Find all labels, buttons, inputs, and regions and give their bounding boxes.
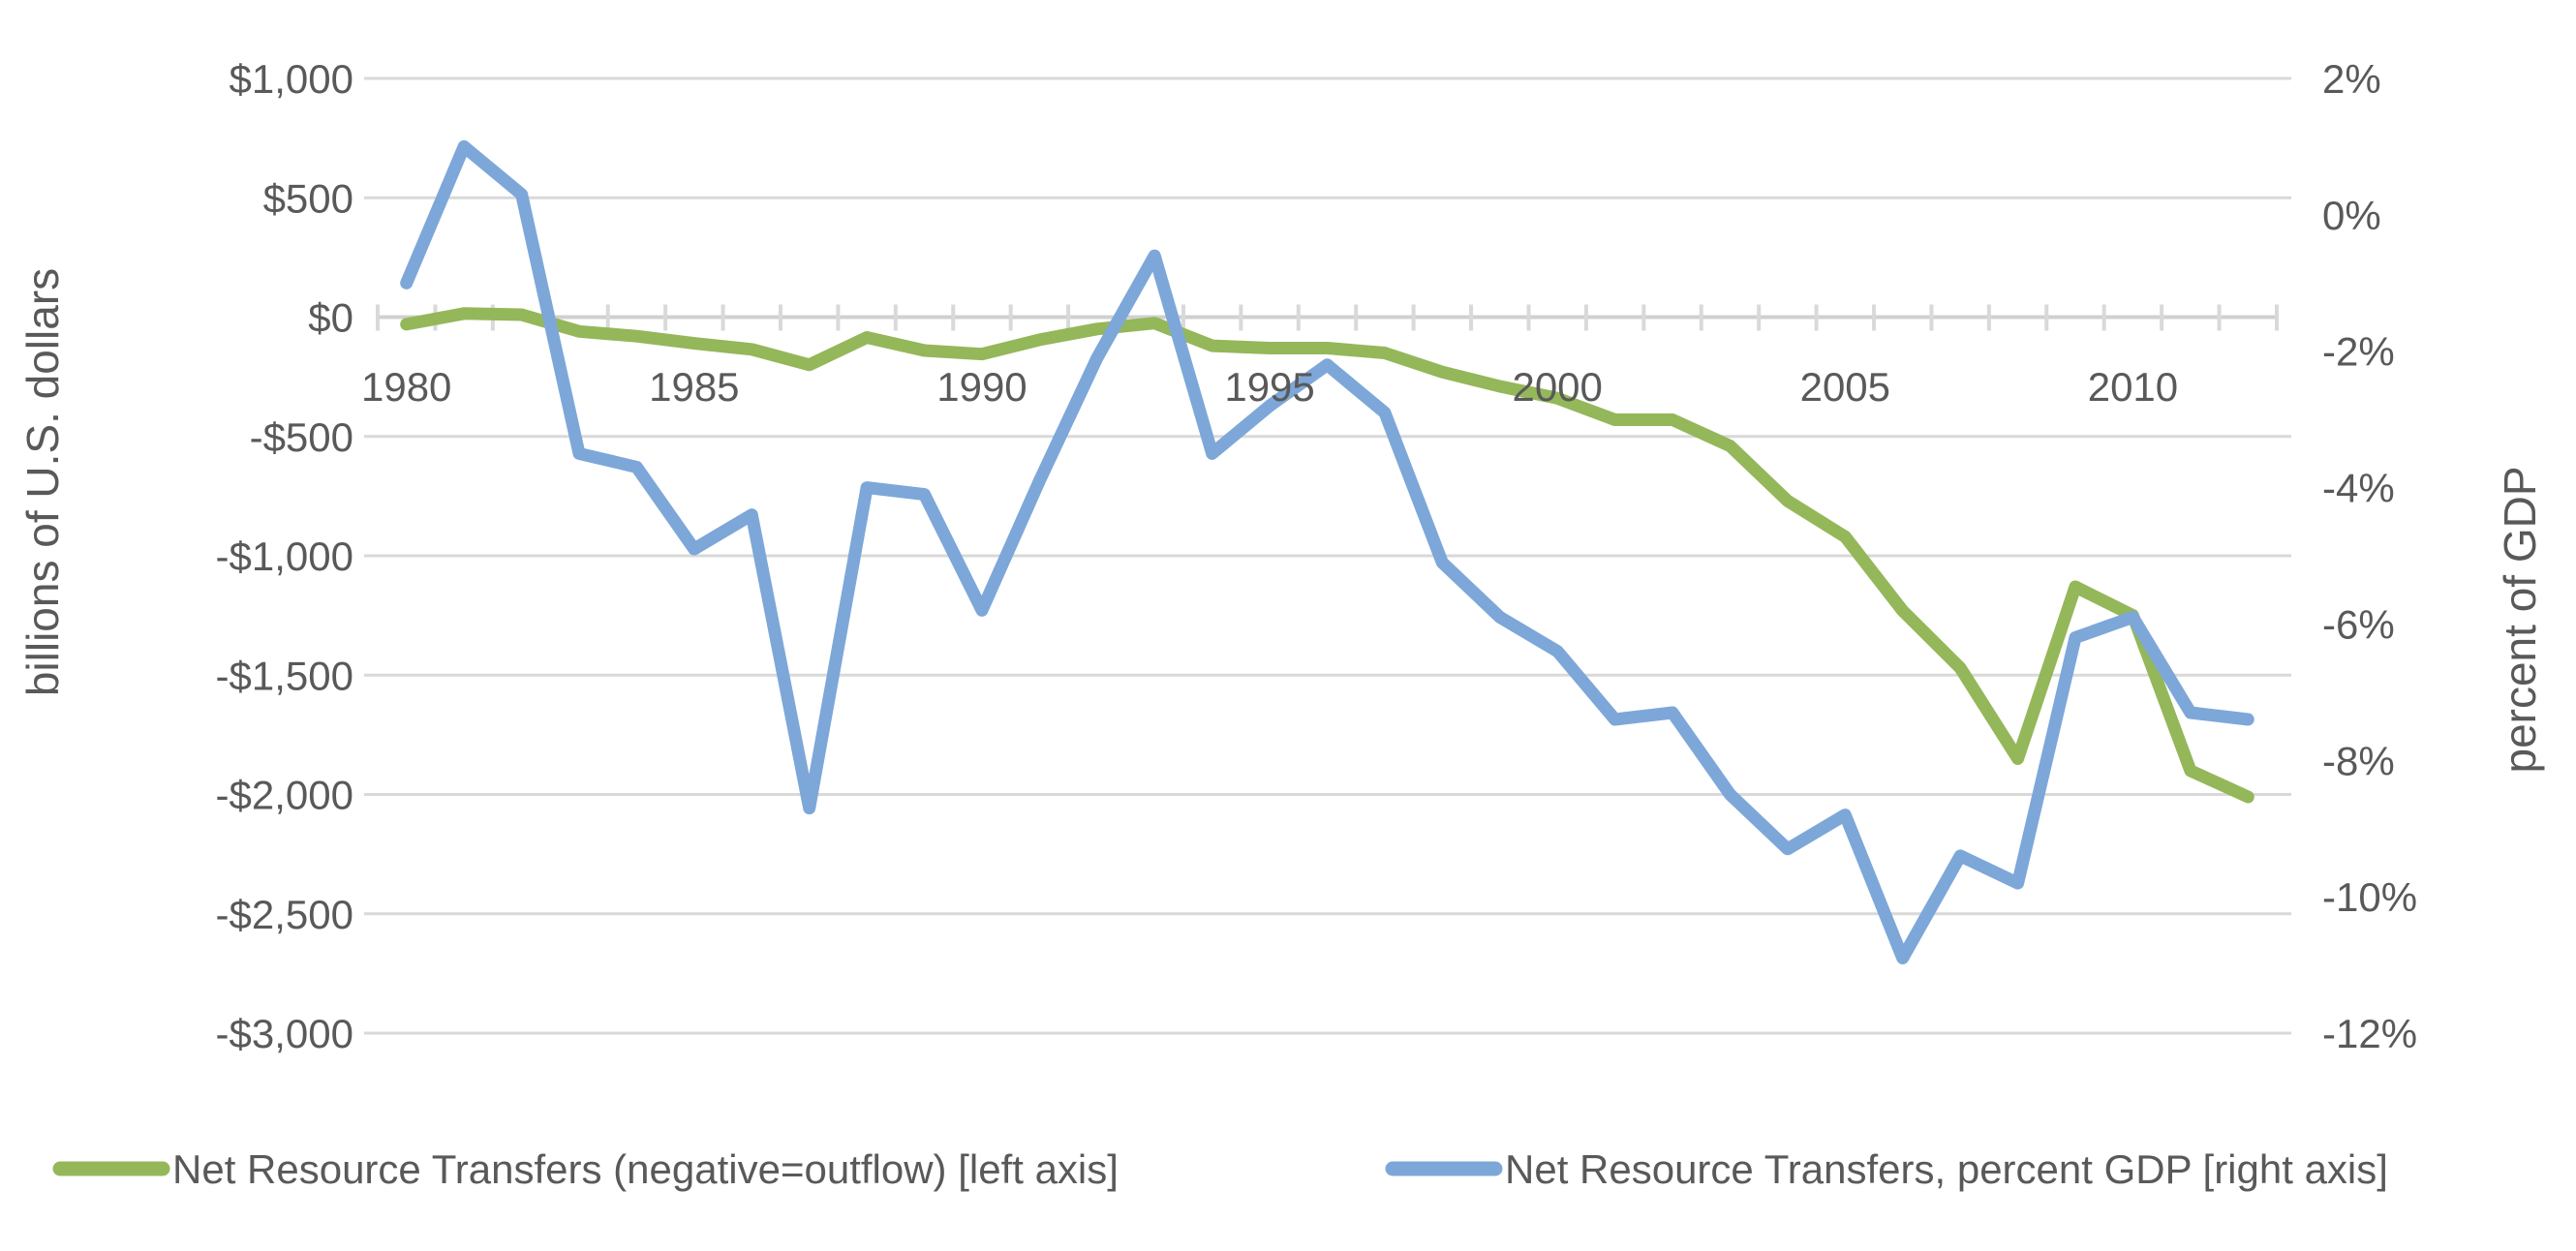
series-line-percent-gdp xyxy=(400,139,2254,964)
x-axis-tick-label: 2010 xyxy=(2088,364,2178,410)
right-axis-tick-label: -6% xyxy=(2322,601,2395,647)
gridlines xyxy=(364,76,2291,1035)
legend-label-left-series: Net Resource Transfers (negative=outflow… xyxy=(172,1146,1119,1192)
x-axis-tick-label: 2000 xyxy=(1512,364,1602,410)
right-axis-tick-label: -4% xyxy=(2322,466,2395,511)
right-axis-tick-label: 2% xyxy=(2322,56,2381,102)
x-axis-tick-label: 1980 xyxy=(361,364,451,410)
series-lines xyxy=(400,139,2254,964)
legend: Net Resource Transfers (negative=outflow… xyxy=(52,1146,2388,1192)
left-axis-tick-label: -$1,000 xyxy=(216,534,353,579)
right-axis-tick-label: -8% xyxy=(2322,738,2395,783)
x-axis-tick-label: 1990 xyxy=(936,364,1027,410)
x-axis-tick-labels: 1980 1985 1990 1995 2000 2005 2010 xyxy=(361,364,2178,410)
x-axis-tick-label: 1985 xyxy=(649,364,739,410)
left-axis-tick-label: -$2,500 xyxy=(216,892,353,937)
x-axis-tick-label: 1995 xyxy=(1224,364,1314,410)
series-line-dollars xyxy=(400,307,2254,804)
right-axis-tick-label: -12% xyxy=(2322,1011,2417,1056)
left-axis-tick-label: $0 xyxy=(308,295,353,341)
x-axis-tick-label: 2005 xyxy=(1800,364,1890,410)
left-axis-tick-labels: $1,000 $500 $0 -$500 -$1,000 -$1,500 -$2,000 -$… xyxy=(216,56,353,1056)
right-axis-tick-label: -10% xyxy=(2322,874,2417,920)
left-axis-tick-label: -$500 xyxy=(250,414,353,460)
left-axis-tick-label: $1,000 xyxy=(230,56,353,102)
left-axis-tick-label: $500 xyxy=(263,175,353,221)
legend-label-right-series: Net Resource Transfers, percent GDP [rig… xyxy=(1505,1146,2388,1192)
left-axis-tick-label: -$2,000 xyxy=(216,773,353,818)
left-axis-tick-label: -$1,500 xyxy=(216,653,353,698)
right-axis-title: percent of GDP xyxy=(2495,466,2545,773)
right-axis-tick-label: -2% xyxy=(2322,329,2395,375)
right-axis-tick-labels: 2% 0% -2% -4% -6% -8% -10% -12% xyxy=(2322,56,2417,1056)
right-axis-tick-label: 0% xyxy=(2322,193,2381,238)
left-axis-title: billions of U.S. dollars xyxy=(17,268,68,696)
left-axis-tick-label: -$3,000 xyxy=(216,1011,353,1056)
